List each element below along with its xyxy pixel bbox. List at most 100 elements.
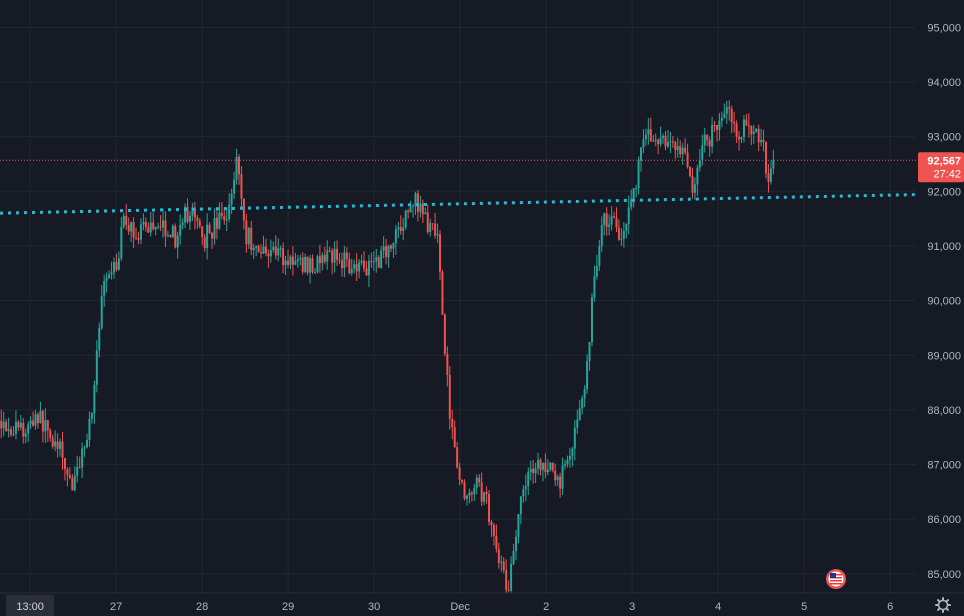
candle-body xyxy=(488,494,491,522)
candle-body xyxy=(456,447,459,468)
candle xyxy=(671,135,674,148)
candle-body xyxy=(365,268,368,276)
candle-body xyxy=(10,429,13,435)
candle xyxy=(83,445,86,457)
candle xyxy=(242,198,245,230)
candle xyxy=(355,253,358,281)
candle xyxy=(343,246,346,278)
candle-body xyxy=(610,216,613,225)
candle-body xyxy=(517,514,520,537)
candle-body xyxy=(497,548,500,563)
candle-body xyxy=(387,245,390,258)
candles-layer xyxy=(0,100,775,595)
candle-body xyxy=(287,260,290,265)
candle-body xyxy=(765,142,768,174)
candle-body xyxy=(279,248,282,250)
candle-body xyxy=(451,418,454,428)
candle-body xyxy=(652,140,655,142)
candle xyxy=(728,100,731,121)
candle xyxy=(735,120,738,144)
candle-body xyxy=(93,384,96,414)
candle-body xyxy=(554,470,557,481)
candle-body xyxy=(304,256,307,272)
candle xyxy=(88,411,91,447)
candle-body xyxy=(14,421,17,434)
candle-body xyxy=(360,260,363,263)
price-axis[interactable]: 95,000 94,000 93,000 92,000 91,000 90,000 89,0… xyxy=(927,22,961,581)
candle xyxy=(267,249,270,268)
settings-gear-icon[interactable] xyxy=(935,597,951,613)
candle xyxy=(144,217,147,232)
candle xyxy=(402,217,405,241)
candle-body xyxy=(644,134,647,140)
candle-body xyxy=(546,469,549,473)
candle-body xyxy=(684,147,687,153)
candle-body xyxy=(144,222,147,228)
candle-body xyxy=(385,246,388,258)
candle xyxy=(652,134,655,142)
candle xyxy=(625,223,628,239)
candle xyxy=(733,111,736,133)
candle-body xyxy=(186,206,189,222)
candle xyxy=(120,216,123,261)
candle-body xyxy=(54,441,57,447)
candle xyxy=(27,421,30,443)
candle xyxy=(502,556,505,574)
us-flag-icon[interactable] xyxy=(826,569,846,589)
candle xyxy=(98,322,101,358)
candle xyxy=(130,221,133,243)
candle-body xyxy=(745,119,748,126)
candle xyxy=(436,223,439,243)
candle xyxy=(610,206,613,231)
candle-body xyxy=(473,487,476,495)
candle-body xyxy=(152,222,155,230)
candle-body xyxy=(541,463,544,470)
candle-body xyxy=(544,463,547,473)
candle xyxy=(284,255,287,276)
flag-stripe xyxy=(830,580,842,582)
candle xyxy=(218,202,221,230)
candle-body xyxy=(510,563,513,591)
candle-body xyxy=(723,113,726,118)
candle-body xyxy=(36,414,39,424)
time-tick-label: 4 xyxy=(715,601,721,613)
candle-body xyxy=(66,469,69,475)
candle-body xyxy=(171,225,174,237)
candle-body xyxy=(760,140,763,143)
candle-body xyxy=(336,248,339,260)
candle-body xyxy=(296,259,299,262)
candle-body xyxy=(436,234,439,236)
candle xyxy=(382,236,385,259)
candle-body xyxy=(380,250,383,268)
candle xyxy=(505,559,508,595)
candle-body xyxy=(245,220,248,245)
candle xyxy=(674,140,677,160)
candle xyxy=(429,218,432,237)
candle-body xyxy=(715,124,718,130)
candle-body xyxy=(220,212,223,216)
candle-body xyxy=(590,297,593,342)
candle xyxy=(385,238,388,265)
price-tick-label: 93,000 xyxy=(927,132,961,144)
candle-body xyxy=(117,258,120,270)
candle xyxy=(66,467,69,487)
candle xyxy=(546,459,549,476)
candle xyxy=(86,433,89,449)
candle-body xyxy=(742,119,745,138)
candle xyxy=(125,203,128,230)
candle-body xyxy=(250,228,253,251)
candle xyxy=(769,160,772,185)
candle-body xyxy=(0,420,3,429)
time-axis[interactable]: 13:00 27 28 29 30 Dec 2 3 4 5 6 xyxy=(6,595,893,616)
candle xyxy=(448,366,451,430)
candle-body xyxy=(718,120,721,130)
candle-body xyxy=(257,245,260,253)
candle-body xyxy=(137,238,140,240)
trendline[interactable] xyxy=(0,193,917,215)
candle xyxy=(41,409,44,443)
candle-body xyxy=(505,570,508,591)
candle xyxy=(7,417,10,438)
candle-body xyxy=(762,140,765,143)
